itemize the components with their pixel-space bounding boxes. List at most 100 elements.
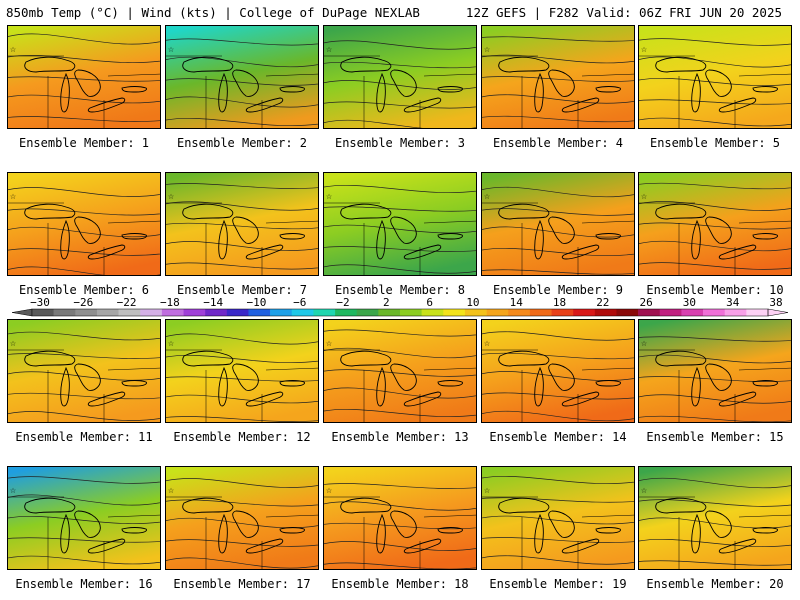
colorbar-tick-label: 10 [466,296,479,309]
ensemble-member-label: Ensemble Member: 8 [334,283,466,297]
isobar-line [166,38,318,46]
lake-outline [24,350,76,367]
lake-outline [218,366,228,407]
isobar-line [166,499,318,507]
colorbar-tick-label: −2 [336,296,349,309]
isobar-line [324,501,476,511]
lake-outline [718,538,757,554]
ensemble-member-map: ☆ [7,319,161,423]
isobar-line [324,264,476,274]
lake-outline [498,350,550,367]
lake-outline [390,510,417,538]
station-marker-icon: ☆ [484,338,490,349]
ensemble-member-label: Ensemble Member: 14 [489,430,627,444]
ensemble-member-label: Ensemble Member: 2 [176,136,308,150]
boundary-lines [482,496,634,569]
station-marker-icon: ☆ [484,485,490,496]
colorbar-segment [313,309,336,316]
station-marker-icon: ☆ [168,338,174,349]
station-marker-icon: ☆ [10,191,16,202]
ensemble-member-map: ☆ [165,25,319,129]
lake-outline [718,97,757,113]
isobar-line [8,331,160,341]
isobar-line [482,537,634,543]
colorbar-min-arrow [11,308,33,317]
station-marker-icon: ☆ [484,191,490,202]
station-marker-icon: ☆ [641,44,647,55]
isobar-line [482,331,634,341]
colorbar-segment [248,309,271,316]
isobar-line [166,354,318,364]
lake-outline [74,363,101,391]
lake-outline [74,510,101,538]
isobar-line [166,394,318,404]
isobar-line [324,387,476,399]
lake-outline [752,86,778,93]
boundary-lines [639,202,791,275]
isobar-line [482,115,634,123]
boundary-lines [166,349,318,422]
lake-outline [74,216,101,244]
ensemble-member-map: ☆ [481,172,635,276]
ensemble-member-label: Ensemble Member: 4 [492,136,624,150]
lake-outline [437,527,463,534]
isobar-line [8,116,160,122]
station-marker-icon: ☆ [10,338,16,349]
station-marker-icon: ☆ [326,338,332,349]
ensemble-member-map: ☆ [323,25,477,129]
boundary-lines [8,202,160,275]
lake-outline [437,233,463,240]
ensemble-member-map: ☆ [165,319,319,423]
lake-outline [87,538,126,554]
ensemble-member-map: ☆ [165,466,319,570]
colorbar-segment [161,309,184,316]
isobar-line [166,183,318,189]
isobar-line [482,371,634,381]
lake-outline [691,513,701,554]
colorbar-segment [616,309,639,316]
isobar-line [482,497,634,503]
isobar-line [324,206,476,212]
isobar-line [166,56,318,68]
isobar-line [8,33,160,45]
isobar-line [166,78,318,86]
ensemble-member-map: ☆ [638,172,792,276]
station-marker-icon: ☆ [641,191,647,202]
colorbar-segment [335,309,358,316]
isobar-line [8,187,160,197]
colorbar-segment [659,309,682,316]
isobar-line [639,38,791,46]
lake-outline [182,497,234,514]
isobar-line [324,101,476,109]
lake-outline [403,97,442,113]
lake-outline [245,538,284,554]
boundary-lines [324,496,476,569]
colorbar-tick-label: −6 [293,296,306,309]
lake-outline [182,350,234,367]
model-run-info: 12Z GEFS | F282 Valid: 06Z FRI JUN 20 20… [465,5,782,20]
isobar-line [639,262,791,270]
station-marker-icon: ☆ [326,191,332,202]
ensemble-member-map: ☆ [638,25,792,129]
colorbar-outline [31,308,769,317]
ensemble-member-label: Ensemble Member: 5 [649,136,781,150]
isobar-line [482,76,634,82]
ensemble-member-map: ☆ [323,466,477,570]
colorbar-segment [486,309,509,316]
isobar-line [166,96,318,108]
lake-outline [403,538,442,554]
colorbar-segment [421,309,444,316]
ensemble-member-label: Ensemble Member: 1 [18,136,150,150]
ensemble-member-map: ☆ [481,466,635,570]
isobar-line [639,222,791,230]
lake-outline [279,380,305,387]
colorbar-segment [724,309,747,316]
isobar-line [166,241,318,251]
colorbar-segment [356,309,379,316]
lake-outline [232,363,259,391]
boundary-lines [639,55,791,128]
isobar-line [166,201,318,211]
lake-outline [595,527,621,534]
colorbar-segment [270,309,293,316]
temperature-colorbar: −30 −26 −22 −18 −14 −10 −6 −2 2 6 10 14 18 22 26 30 34 38… [11,296,789,317]
